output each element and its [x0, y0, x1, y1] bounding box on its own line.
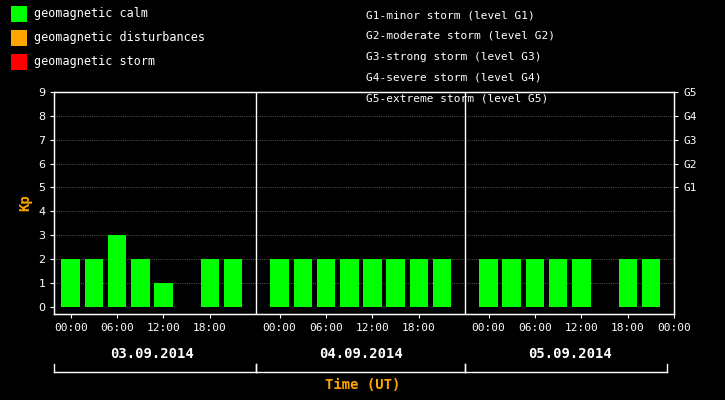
Bar — [270, 259, 289, 307]
Text: geomagnetic storm: geomagnetic storm — [34, 56, 155, 68]
Bar — [642, 259, 660, 307]
Bar — [224, 259, 242, 307]
Bar — [201, 259, 219, 307]
Text: G1-minor storm (level G1): G1-minor storm (level G1) — [366, 10, 535, 20]
Text: G4-severe storm (level G4): G4-severe storm (level G4) — [366, 72, 542, 82]
Bar — [526, 259, 544, 307]
Bar — [386, 259, 405, 307]
Bar — [410, 259, 428, 307]
Text: G3-strong storm (level G3): G3-strong storm (level G3) — [366, 52, 542, 62]
Text: 03.09.2014: 03.09.2014 — [110, 347, 194, 361]
Text: Time (UT): Time (UT) — [325, 378, 400, 392]
Text: geomagnetic disturbances: geomagnetic disturbances — [34, 32, 205, 44]
Text: 05.09.2014: 05.09.2014 — [528, 347, 612, 361]
Text: geomagnetic calm: geomagnetic calm — [34, 8, 148, 20]
Bar — [294, 259, 312, 307]
Bar — [433, 259, 452, 307]
Bar — [108, 235, 126, 307]
Text: 04.09.2014: 04.09.2014 — [319, 347, 402, 361]
Bar — [317, 259, 335, 307]
Y-axis label: Kp: Kp — [19, 195, 33, 211]
Bar — [154, 283, 173, 307]
Bar — [340, 259, 358, 307]
Bar — [62, 259, 80, 307]
Bar — [549, 259, 568, 307]
Bar — [363, 259, 382, 307]
Text: G2-moderate storm (level G2): G2-moderate storm (level G2) — [366, 31, 555, 41]
Bar — [479, 259, 498, 307]
Bar — [618, 259, 637, 307]
Text: G5-extreme storm (level G5): G5-extreme storm (level G5) — [366, 93, 548, 103]
Bar — [572, 259, 591, 307]
Bar — [85, 259, 103, 307]
Bar — [131, 259, 149, 307]
Bar — [502, 259, 521, 307]
